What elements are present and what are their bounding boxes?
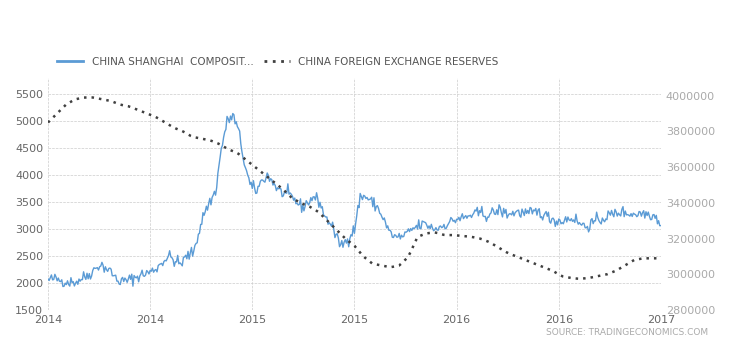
Text: SOURCE: TRADINGECONOMICS.COM: SOURCE: TRADINGECONOMICS.COM	[546, 328, 708, 337]
Legend: CHINA SHANGHAI  COMPOSIT..., CHINA FOREIGN EXCHANGE RESERVES: CHINA SHANGHAI COMPOSIT..., CHINA FOREIG…	[53, 53, 503, 71]
